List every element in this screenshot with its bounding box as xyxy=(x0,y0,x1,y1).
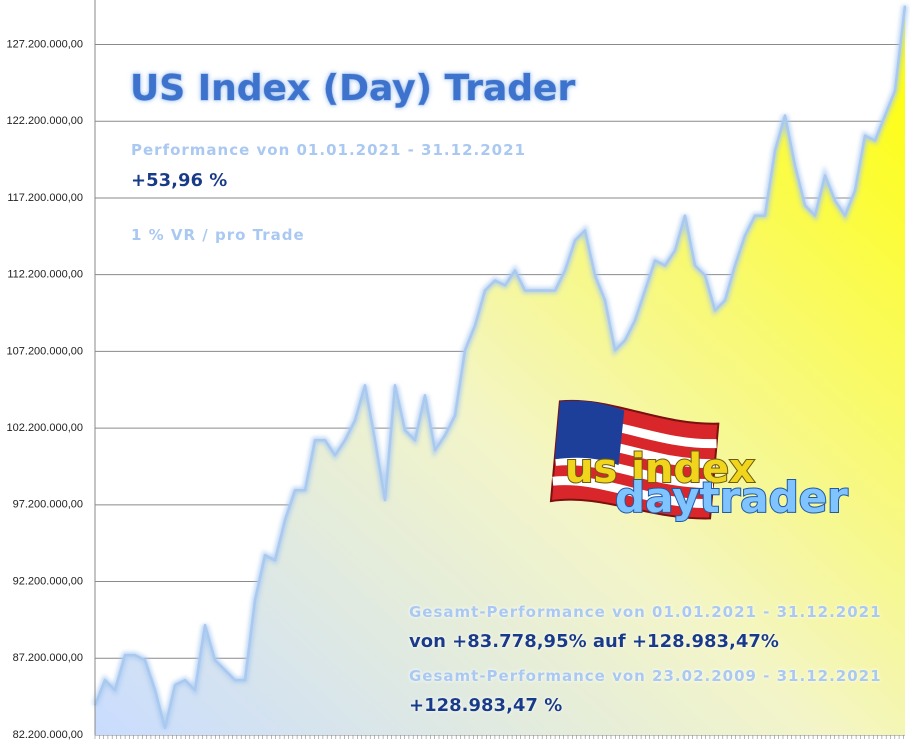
annotation: 1 % VR / pro Trade xyxy=(131,226,305,244)
y-tick-label: 92.200.000,00 xyxy=(13,575,83,587)
x-axis-minor-ticks xyxy=(94,735,904,739)
y-tick-label: 117.200.000,00 xyxy=(7,192,83,204)
logo-line2: daytrader xyxy=(615,473,848,522)
flag-canton xyxy=(554,400,625,466)
logo-line1: us index xyxy=(565,446,755,492)
annotation: Gesamt-Performance von 01.01.2021 - 31.1… xyxy=(409,603,882,621)
y-tick-label: 112.200.000,00 xyxy=(7,269,83,281)
y-tick-label: 87.200.000,00 xyxy=(13,652,83,664)
flag-stripes xyxy=(552,416,717,508)
y-tick-label: 127.200.000,00 xyxy=(7,38,83,50)
plot-area xyxy=(92,5,908,735)
y-tick-label: 102.200.000,00 xyxy=(7,422,83,434)
chart-title: US Index (Day) Trader xyxy=(130,68,575,109)
annotation: +128.983,47 % xyxy=(409,695,562,716)
y-tick-label: 82.200.000,00 xyxy=(13,729,83,740)
area xyxy=(95,5,905,735)
y-tick-label: 97.200.000,00 xyxy=(13,499,83,511)
annotation: Gesamt-Performance von 23.02.2009 - 31.1… xyxy=(409,667,882,685)
logo xyxy=(549,399,720,520)
y-tick-label: 107.200.000,00 xyxy=(7,345,83,357)
annotation: Performance von 01.01.2021 - 31.12.2021 xyxy=(131,141,526,159)
line xyxy=(93,5,907,730)
annotation: +53,96 % xyxy=(131,170,227,191)
y-tick-label: 122.200.000,00 xyxy=(7,115,83,127)
annotation: von +83.778,95% auf +128.983,47% xyxy=(409,631,779,652)
